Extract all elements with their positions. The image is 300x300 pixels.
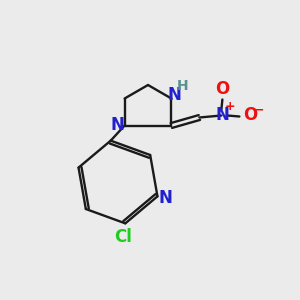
Text: H: H bbox=[177, 80, 188, 94]
Text: +: + bbox=[225, 100, 236, 113]
Text: −: − bbox=[254, 103, 265, 116]
Text: O: O bbox=[215, 80, 230, 98]
Text: N: N bbox=[167, 85, 181, 103]
Text: O: O bbox=[243, 106, 257, 124]
Text: N: N bbox=[215, 106, 229, 124]
Text: Cl: Cl bbox=[114, 228, 132, 246]
Text: N: N bbox=[158, 189, 172, 207]
Text: N: N bbox=[111, 116, 124, 134]
